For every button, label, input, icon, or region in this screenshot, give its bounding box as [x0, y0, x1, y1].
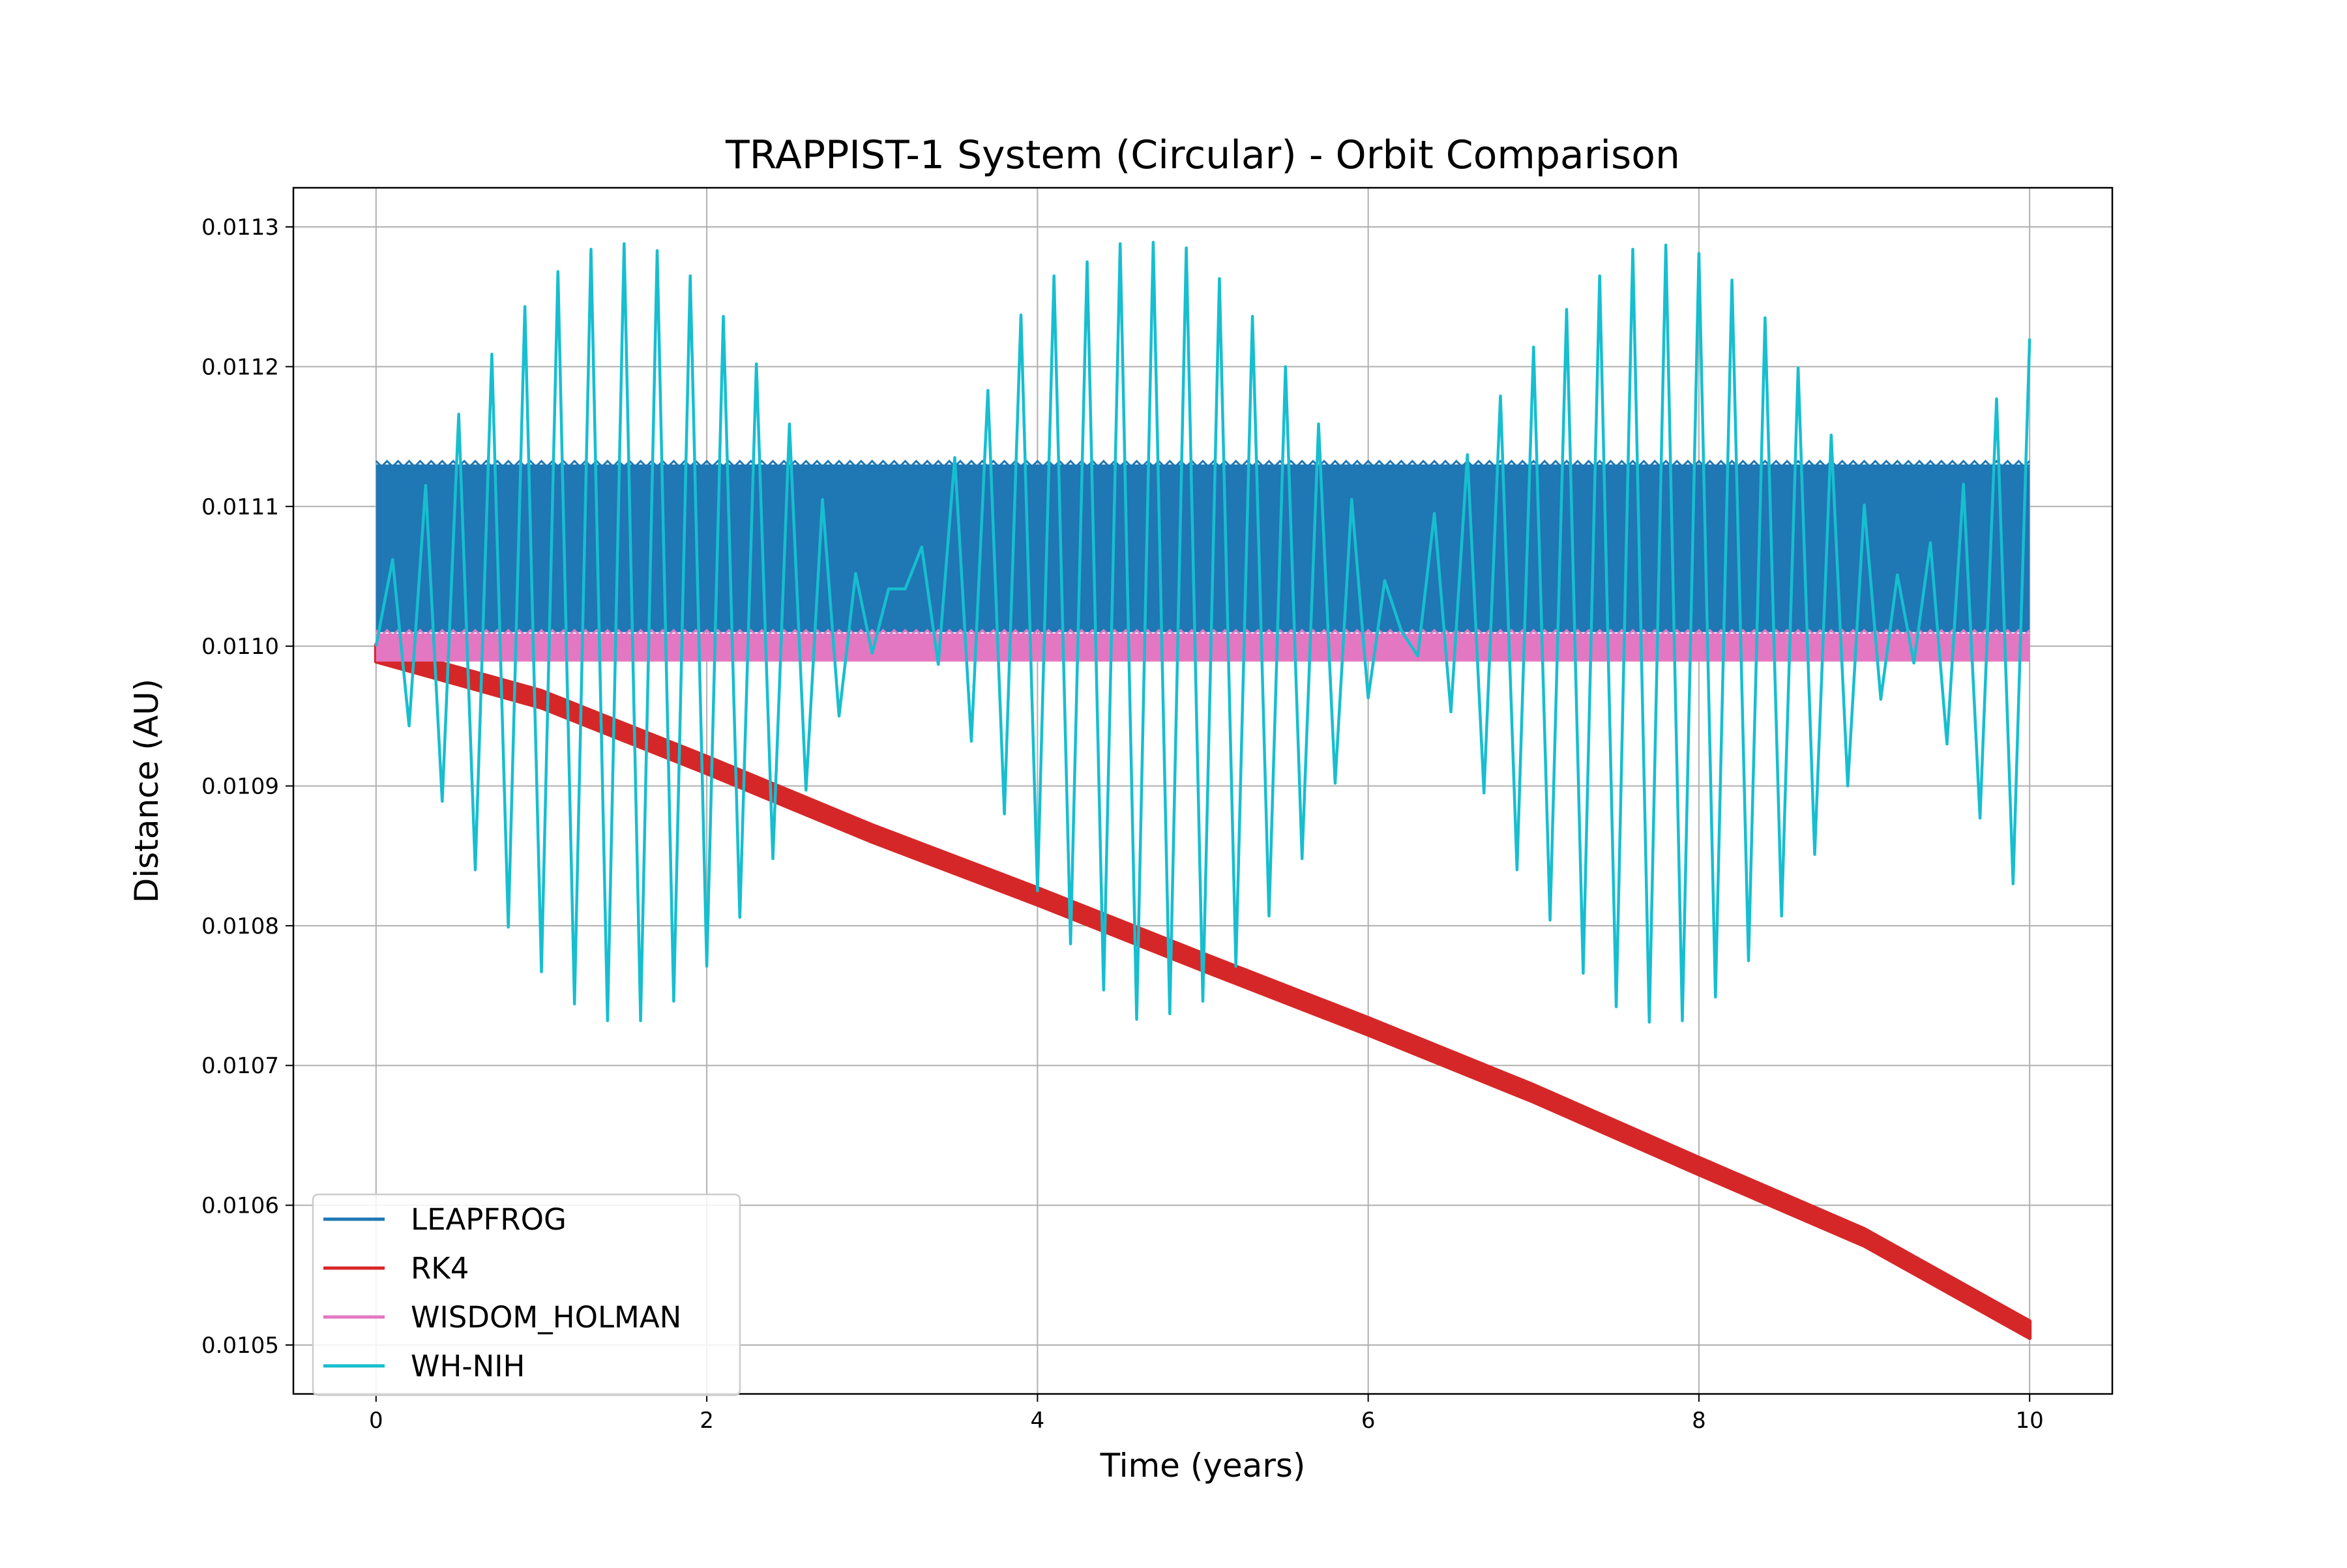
legend-item-wh-nih: WH-NIH: [323, 1349, 525, 1383]
legend-item-rk4: RK4: [323, 1251, 469, 1286]
legend-item-leapfrog: LEAPFROG: [323, 1202, 567, 1237]
x-tick-label: 2: [700, 1408, 714, 1434]
y-tick-label: 0.0110: [201, 634, 279, 660]
x-tick-label: 10: [2016, 1408, 2044, 1434]
legend: LEAPFROG RK4 WISDOM_HOLMAN WH-NIH: [312, 1193, 741, 1397]
series-leapfrog-band: [376, 464, 2030, 632]
series-leapfrog: [375, 459, 2031, 632]
legend-box: [312, 1193, 741, 1397]
y-tick-label: 0.0113: [201, 214, 279, 241]
series-rk4-band: [374, 643, 2032, 1340]
series-wh-nih: [374, 241, 2031, 1024]
y-tick-label: 0.0108: [201, 913, 279, 939]
y-tick-label: 0.0109: [201, 773, 279, 799]
y-tick-label: 0.0106: [201, 1193, 279, 1219]
chart-title: TRAPPIST-1 System (Circular) - Orbit Com…: [725, 132, 1680, 178]
series-rk4: [374, 643, 2032, 1340]
y-tick-label: 0.0111: [201, 494, 279, 520]
x-axis-label: Time (years): [1100, 1447, 1306, 1485]
x-tick-label: 6: [1361, 1408, 1376, 1434]
legend-label: RK4: [411, 1251, 469, 1286]
plot-frame: [292, 186, 2114, 1395]
x-tick-label: 4: [1031, 1408, 1045, 1434]
y-tick-label: 0.0107: [201, 1053, 279, 1079]
y-axis-label: Distance (AU): [128, 679, 166, 903]
y-tick-label: 0.0105: [201, 1333, 279, 1359]
legend-label: WH-NIH: [411, 1349, 525, 1383]
legend-item-wisdom-holman: WISDOM_HOLMAN: [323, 1300, 681, 1335]
x-tick-label: 0: [369, 1408, 383, 1434]
legend-label: WISDOM_HOLMAN: [411, 1300, 681, 1335]
legend-label: LEAPFROG: [411, 1202, 567, 1237]
x-tick-label: 8: [1692, 1408, 1706, 1434]
series-wisdom-holman: [375, 629, 2031, 662]
ticks: 0 2 4 6 8 10 0.0105 0.0106 0.0107 0.0108 0.0109 0.0…: [201, 214, 2044, 1434]
series-layer: [374, 241, 2032, 1340]
series-wisdom-holman-band: [376, 633, 2030, 662]
series-wisdom-holman-edge: [375, 629, 2031, 638]
y-tick-label: 0.0112: [201, 354, 279, 380]
